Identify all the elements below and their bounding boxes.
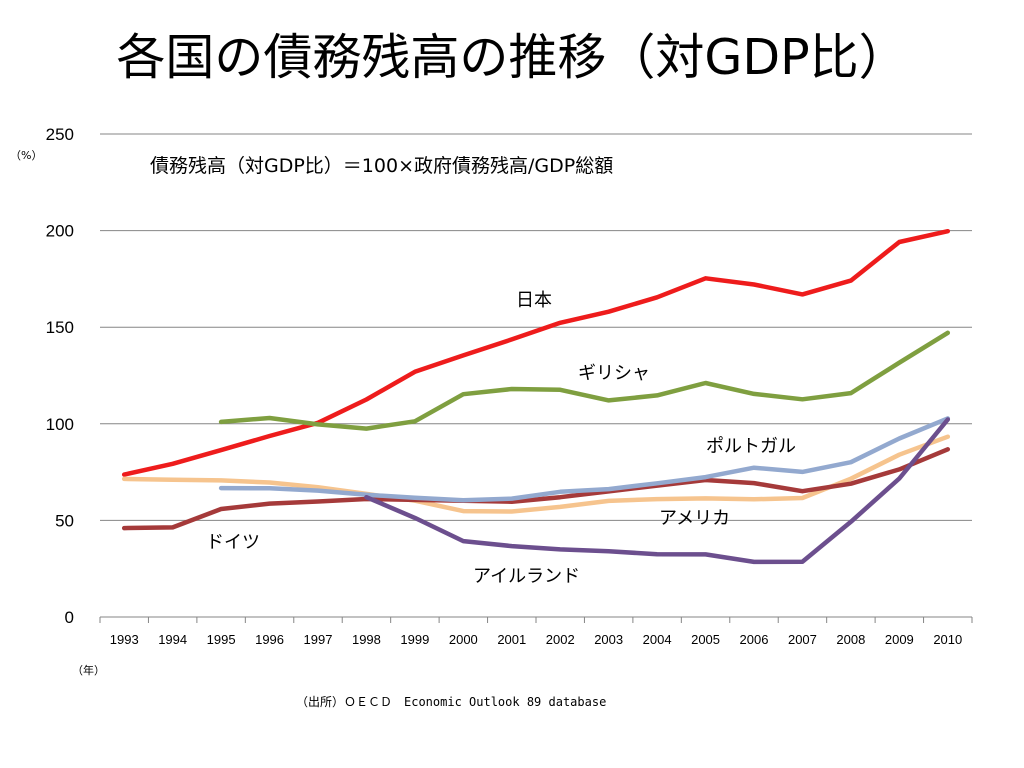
- y-tick-label: 50: [55, 511, 74, 530]
- x-axis-unit: （年）: [72, 663, 105, 677]
- chart-title: 各国の債務残高の推移（対GDP比）: [116, 29, 908, 86]
- series-label-0: 日本: [516, 290, 552, 311]
- x-tick-label: 2005: [691, 632, 720, 647]
- source-note: （出所）ＯＥＣＤ Economic Outlook 89 database: [296, 695, 606, 709]
- x-tick-label: 2010: [933, 632, 962, 647]
- x-tick-label: 1993: [110, 632, 139, 647]
- y-tick-label: 250: [46, 125, 74, 144]
- series-label-1: ギリシャ: [578, 363, 650, 384]
- series-label-5: アイルランド: [473, 566, 580, 587]
- y-axis-unit: （%）: [10, 149, 42, 162]
- series-label-2: ポルトガル: [706, 436, 796, 457]
- y-tick-label: 150: [46, 318, 74, 337]
- y-tick-label: 100: [46, 415, 74, 434]
- x-tick-label: 2001: [497, 632, 526, 647]
- x-ticks: 1993 1994 1995 1996 1997 1998 1999 2000 2001 2002…: [99, 617, 973, 647]
- series-line-1: [218, 330, 951, 431]
- series-line-0: [121, 228, 951, 477]
- x-tick-label: 2000: [449, 632, 478, 647]
- series-line-2: [121, 434, 951, 514]
- y-tick-label: 200: [46, 222, 74, 241]
- x-tick-label: 1995: [207, 632, 236, 647]
- x-tick-label: 1997: [304, 632, 333, 647]
- x-tick-label: 1996: [255, 632, 284, 647]
- x-tick-label: 2009: [885, 632, 914, 647]
- formula-note: 債務残高（対GDP比）＝100×政府債務残高/GDP総額: [150, 155, 613, 177]
- gridlines: [100, 133, 972, 521]
- series-line-5: [364, 417, 951, 565]
- series-line-4: [218, 416, 951, 503]
- x-tick-label: 2007: [788, 632, 817, 647]
- y-tick-label: 0: [65, 608, 74, 627]
- x-tick-label: 2003: [594, 632, 623, 647]
- x-tick-label: 2004: [643, 632, 672, 647]
- x-tick-label: 2006: [740, 632, 769, 647]
- x-tick-label: 1999: [400, 632, 429, 647]
- x-tick-label: 1994: [158, 632, 187, 647]
- x-tick-label: 1998: [352, 632, 381, 647]
- series-line-3: [121, 447, 951, 531]
- x-tick-label: 2008: [836, 632, 865, 647]
- series-label-4: ドイツ: [206, 532, 260, 553]
- y-ticks: 0 50 100 150 200 250: [46, 125, 74, 627]
- series-label-3: アメリカ: [659, 508, 730, 529]
- series-lines: [121, 228, 951, 565]
- x-tick-label: 2002: [546, 632, 575, 647]
